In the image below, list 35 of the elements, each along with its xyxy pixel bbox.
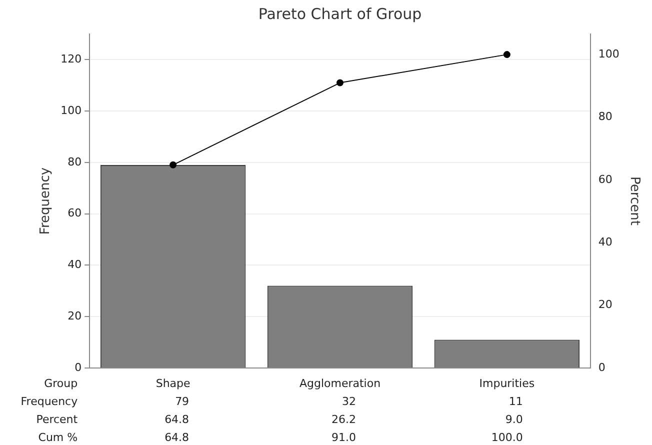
- point: [170, 161, 177, 168]
- y-tick-label: 20: [68, 309, 82, 322]
- y-tick-label: 60: [68, 206, 82, 220]
- y-tick-label: 80: [68, 155, 82, 168]
- chart-title: Pareto Chart of Group: [258, 4, 422, 23]
- data-label: 91.0: [332, 430, 356, 444]
- text: Percent: [36, 412, 78, 426]
- x-tick-label: Agglomeration: [299, 376, 381, 390]
- y2-tick-label: 100: [598, 47, 620, 60]
- data-label: 32: [342, 394, 356, 408]
- y-tick-label: 40: [68, 258, 82, 272]
- y-tick-label: 120: [60, 52, 82, 66]
- text: 9.0: [505, 412, 523, 426]
- x-tick-label: Impurities: [479, 376, 535, 390]
- data-label: 79: [175, 394, 190, 408]
- x-tick-label: Shape: [156, 376, 191, 390]
- text: 64.8: [164, 412, 190, 426]
- y2-tick-label: 20: [598, 298, 612, 312]
- x-axis-title: Group: [44, 376, 78, 390]
- text: Cum %: [38, 430, 78, 444]
- y-tick-label: 0: [74, 360, 82, 374]
- data-label: 64.8: [164, 430, 190, 444]
- y2-tick-label: 40: [598, 235, 612, 248]
- y2-tick-label: 80: [598, 110, 612, 124]
- y2-tick-label: 60: [598, 172, 612, 186]
- data-label: 100.0: [491, 430, 523, 444]
- text: 26.2: [332, 412, 356, 426]
- point: [503, 51, 510, 58]
- y2-tick-label: 0: [598, 360, 606, 374]
- y-axis-title: Frequency: [38, 167, 54, 235]
- data-label: 11: [508, 394, 523, 408]
- point: [336, 79, 344, 86]
- text: Frequency: [20, 394, 78, 408]
- y2-axis-title: Percent: [626, 176, 642, 226]
- y-tick-label: 100: [60, 104, 82, 117]
